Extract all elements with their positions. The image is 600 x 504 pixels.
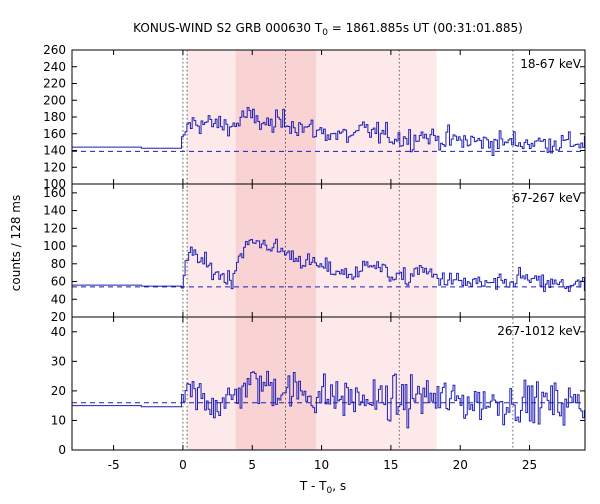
y-tick-label: 100 <box>43 239 66 253</box>
y-tick-label: 60 <box>51 275 66 289</box>
y-tick-label: 220 <box>43 77 66 91</box>
x-tick-label: 0 <box>179 458 187 472</box>
y-tick-label: 10 <box>51 413 66 427</box>
y-tick-label: 100 <box>43 177 66 191</box>
y-tick-label: 20 <box>51 384 66 398</box>
lightcurve-2 <box>72 238 585 292</box>
y-tick-label: 260 <box>43 43 66 57</box>
x-tick-label: 25 <box>522 458 537 472</box>
panel-frame-3 <box>71 316 586 451</box>
y-tick-label: 160 <box>43 127 66 141</box>
y-tick-label: 120 <box>43 221 66 235</box>
y-tick-label: 80 <box>51 257 66 271</box>
panel-label-3: 267-1012 keV <box>497 324 581 338</box>
y-tick-label: 140 <box>43 204 66 218</box>
y-tick-label: 40 <box>51 292 66 306</box>
x-tick-label: -5 <box>108 458 120 472</box>
panel-label-1: 18-67 keV <box>520 57 582 71</box>
y-tick-label: 0 <box>58 443 66 457</box>
lightcurve-1 <box>72 106 585 156</box>
y-tick-label: 40 <box>51 325 66 339</box>
lightcurves <box>72 106 585 429</box>
x-axis-label: T - T0, s <box>299 479 346 496</box>
x-tick-label: 10 <box>314 458 329 472</box>
x-tick-label: 15 <box>383 458 398 472</box>
y-tick-label: 180 <box>43 110 66 124</box>
y-tick-label: 120 <box>43 160 66 174</box>
panel-label-2: 67-267 keV <box>513 191 582 205</box>
y-axis-label: counts / 128 ms <box>9 195 23 291</box>
y-tick-label: 200 <box>43 93 66 107</box>
x-tick-label: 20 <box>453 458 468 472</box>
x-tick-label: 5 <box>248 458 256 472</box>
axis-ticks: 1001201401601802002202402602040608010012… <box>43 43 585 472</box>
y-tick-label: 30 <box>51 354 66 368</box>
shaded-intervals <box>187 50 437 450</box>
y-tick-label: 240 <box>43 60 66 74</box>
y-tick-label: 20 <box>51 310 66 324</box>
y-tick-label: 160 <box>43 186 66 200</box>
chart-title: KONUS-WIND S2 GRB 000630 T0 = 1861.885s … <box>133 21 523 38</box>
lightcurve-3 <box>72 370 585 429</box>
panel-labels: 18-67 keV 67-267 keV 267-1012 keV <box>497 57 581 338</box>
y-tick-label: 140 <box>43 144 66 158</box>
